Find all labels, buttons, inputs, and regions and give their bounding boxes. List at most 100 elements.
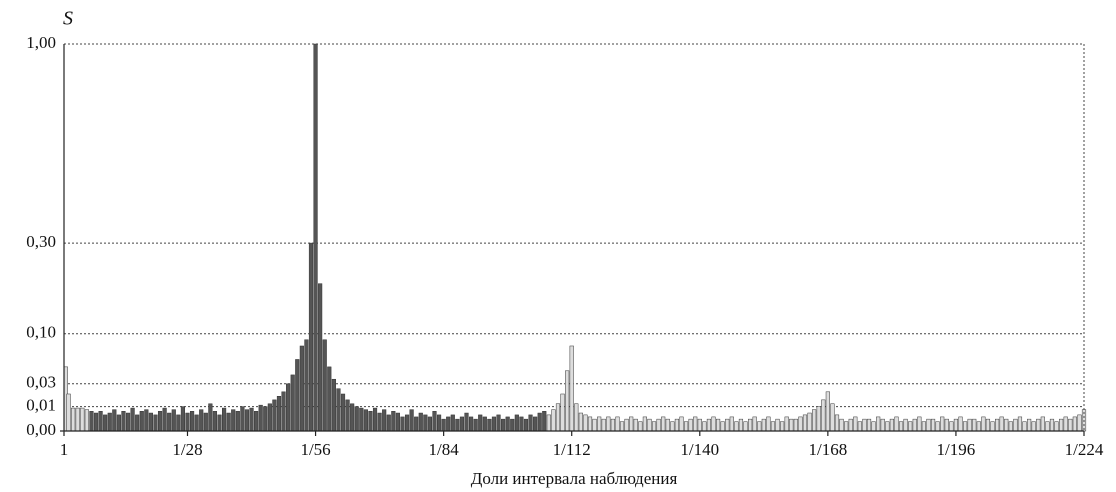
x-tick-label: 1/112 (553, 440, 591, 459)
bar (674, 418, 679, 432)
bar (876, 416, 881, 432)
bar (372, 407, 378, 432)
bar (738, 418, 744, 432)
bar (729, 416, 734, 432)
bar (167, 412, 172, 432)
bar (647, 418, 652, 432)
bar (629, 416, 634, 432)
bar (802, 414, 808, 432)
bar (821, 399, 826, 432)
bar (171, 409, 176, 432)
bar (235, 411, 240, 432)
bar (995, 418, 1000, 432)
bar (972, 418, 977, 432)
bar (363, 409, 368, 432)
bar (98, 411, 103, 432)
bar (560, 393, 565, 432)
bar (624, 418, 629, 432)
bar (464, 412, 469, 432)
bar (601, 418, 606, 432)
bar (926, 418, 931, 432)
x-tick-label: 1/28 (172, 440, 202, 459)
bar (1072, 416, 1077, 432)
y-tick-label: 1,00 (26, 33, 56, 52)
bar (565, 370, 570, 432)
bar (615, 416, 620, 432)
bar (125, 412, 131, 432)
bar (491, 416, 497, 432)
bar (395, 412, 400, 432)
bar (368, 411, 373, 432)
y-tick-label: 0,00 (26, 420, 56, 439)
bar (89, 411, 94, 432)
bar (853, 416, 858, 432)
bar (103, 414, 108, 432)
bar (409, 409, 414, 432)
bar (478, 414, 483, 432)
x-tick-label: 1/140 (680, 440, 719, 459)
bar (551, 409, 556, 432)
bar (757, 421, 762, 432)
bar (999, 416, 1004, 432)
bar (981, 416, 986, 432)
bar (194, 414, 199, 432)
y-tick-label: 0,03 (26, 373, 56, 392)
bar (555, 403, 561, 432)
bar (84, 409, 89, 432)
bar (1017, 416, 1023, 432)
bar (1045, 421, 1050, 432)
bar (267, 403, 272, 432)
bar (350, 403, 355, 432)
bar (496, 414, 501, 432)
bar (725, 418, 730, 432)
bar (299, 345, 304, 432)
bar (212, 411, 218, 432)
bar (789, 418, 794, 432)
bar (537, 412, 542, 432)
bar (249, 407, 254, 432)
bar (583, 414, 588, 432)
bar (112, 409, 117, 432)
bar (734, 421, 739, 432)
bar (281, 391, 286, 432)
bar (944, 418, 949, 432)
bar (688, 418, 693, 432)
bar (962, 421, 968, 432)
bar (272, 399, 277, 432)
x-tick-label: 1 (60, 440, 69, 459)
bar (578, 412, 583, 432)
bar (505, 416, 510, 432)
bar (917, 416, 922, 432)
bar (331, 378, 336, 432)
bar (404, 414, 410, 432)
bar (752, 416, 757, 432)
bar (807, 412, 812, 432)
bar (839, 418, 844, 432)
bar (295, 359, 300, 432)
bar (473, 418, 478, 432)
bar (766, 416, 771, 432)
bar (116, 414, 121, 432)
bar (642, 416, 647, 432)
x-tick-label: 1/168 (808, 440, 847, 459)
bar (1013, 418, 1018, 432)
bar (176, 414, 181, 432)
bar (834, 414, 840, 432)
bar (533, 416, 538, 432)
bar (455, 418, 460, 432)
bar (656, 418, 661, 432)
bar (976, 421, 981, 432)
bar (990, 421, 995, 432)
x-axis-label: Доли интервала наблюдения (471, 469, 678, 488)
bar (144, 409, 149, 432)
bar (510, 418, 515, 432)
bar (423, 414, 428, 432)
bar (382, 409, 387, 432)
bar (254, 411, 259, 432)
bar (743, 421, 748, 432)
bar (336, 388, 341, 432)
bar (844, 421, 849, 432)
bar (189, 411, 195, 432)
bar (716, 418, 721, 432)
bar (487, 418, 492, 432)
